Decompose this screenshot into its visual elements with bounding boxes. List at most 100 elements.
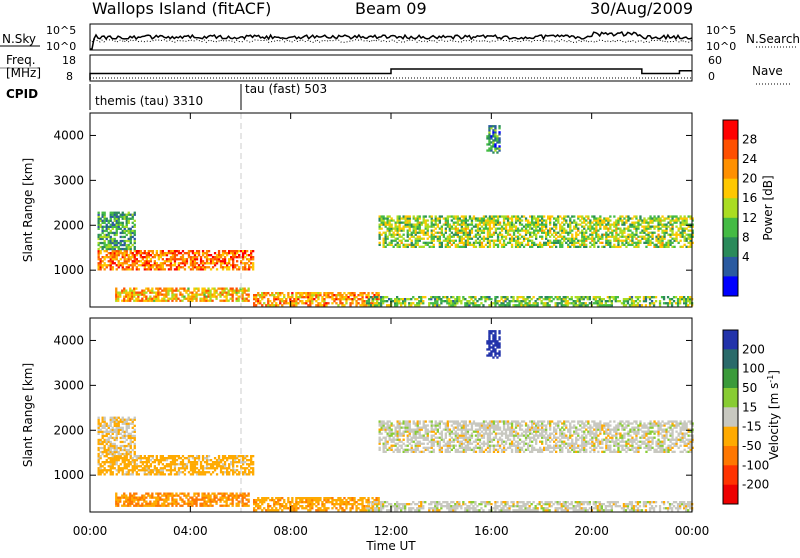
velocity-cell xyxy=(112,471,114,473)
power-cell xyxy=(671,232,673,234)
velocity-cell xyxy=(126,473,128,475)
power-cell xyxy=(387,238,389,240)
velocity-cell xyxy=(194,463,196,465)
velocity-cell xyxy=(311,507,313,509)
power-cell xyxy=(409,215,411,217)
power-cell xyxy=(671,224,673,226)
velocity-cell xyxy=(347,503,349,505)
velocity-cell xyxy=(190,463,192,465)
power-cell xyxy=(429,215,431,217)
velocity-cell xyxy=(351,503,353,505)
power-cell xyxy=(595,228,597,230)
power-cell xyxy=(391,226,393,228)
power-cell xyxy=(597,234,599,236)
power-cell xyxy=(563,236,565,238)
velocity-cell xyxy=(149,501,151,503)
power-cell xyxy=(684,224,686,226)
velocity-cell xyxy=(116,457,118,459)
power-cell xyxy=(565,296,567,298)
power-cell xyxy=(126,268,128,270)
velocity-cell xyxy=(269,509,271,511)
power-cell xyxy=(661,246,663,248)
power-cell xyxy=(161,294,163,296)
power-cell xyxy=(279,300,281,302)
power-cell xyxy=(114,224,116,226)
power-cell xyxy=(681,296,683,298)
power-cell xyxy=(175,296,177,298)
power-cell xyxy=(472,300,474,302)
power-cell xyxy=(206,250,208,252)
power-cell xyxy=(108,242,110,244)
power-cell xyxy=(130,228,132,230)
power-cell xyxy=(484,300,486,302)
velocity-cell xyxy=(193,495,195,497)
power-cell xyxy=(203,288,205,290)
velocity-cell xyxy=(246,459,248,461)
velocity-cell xyxy=(327,501,329,503)
power-cell xyxy=(253,304,255,306)
power-cell xyxy=(485,226,487,228)
power-cell xyxy=(130,252,132,254)
velocity-cell xyxy=(128,463,130,465)
power-cell xyxy=(287,302,289,304)
power-cell xyxy=(653,244,655,246)
power-cell xyxy=(649,226,651,228)
velocity-cell xyxy=(120,433,122,435)
power-cell xyxy=(140,254,142,256)
velocity-cell xyxy=(220,471,222,473)
power-cell xyxy=(417,217,419,219)
velocity-cell xyxy=(202,455,204,457)
velocity-cell xyxy=(163,493,165,495)
velocity-cell xyxy=(104,463,106,465)
velocity-cell xyxy=(240,455,242,457)
power-cell xyxy=(116,214,118,216)
power-cell xyxy=(465,236,467,238)
power-cell xyxy=(493,242,495,244)
power-cell xyxy=(637,298,639,300)
velocity-cell xyxy=(144,467,146,469)
power-cell xyxy=(535,300,537,302)
power-cell xyxy=(607,240,609,242)
power-cell xyxy=(164,262,166,264)
power-cell xyxy=(224,252,226,254)
power-cell xyxy=(415,246,417,248)
power-cell xyxy=(682,217,684,219)
power-cell xyxy=(149,300,151,302)
velocity-cell xyxy=(122,431,124,433)
power-cell xyxy=(651,217,653,219)
power-cell xyxy=(368,304,370,306)
power-cell xyxy=(212,258,214,260)
power-cell xyxy=(210,254,212,256)
power-cell xyxy=(416,304,418,306)
velocity-cell xyxy=(133,499,135,501)
power-cell xyxy=(387,217,389,219)
velocity-cell xyxy=(104,467,106,469)
power-cell xyxy=(130,232,132,234)
power-cell xyxy=(297,292,299,294)
velocity-cell xyxy=(355,507,357,509)
power-cell xyxy=(571,240,573,242)
power-cell xyxy=(152,266,154,268)
power-cell xyxy=(435,232,437,234)
power-cell xyxy=(651,238,653,240)
y-tick-label: 3000 xyxy=(53,173,84,187)
power-cell xyxy=(124,268,126,270)
velocity-cell xyxy=(232,463,234,465)
power-cell xyxy=(507,217,509,219)
power-cell xyxy=(597,224,599,226)
power-cell xyxy=(615,236,617,238)
velocity-cell xyxy=(155,499,157,501)
power-cell xyxy=(571,230,573,232)
power-cell xyxy=(468,304,470,306)
power-cell xyxy=(411,224,413,226)
power-cell xyxy=(583,236,585,238)
power-cell xyxy=(341,302,343,304)
velocity-cell xyxy=(157,505,159,507)
power-cell xyxy=(605,224,607,226)
power-cell xyxy=(479,224,481,226)
power-cell xyxy=(657,240,659,242)
power-cell xyxy=(220,260,222,262)
velocity-cell xyxy=(259,507,261,509)
velocity-cell xyxy=(400,507,402,509)
power-cell xyxy=(479,240,481,242)
